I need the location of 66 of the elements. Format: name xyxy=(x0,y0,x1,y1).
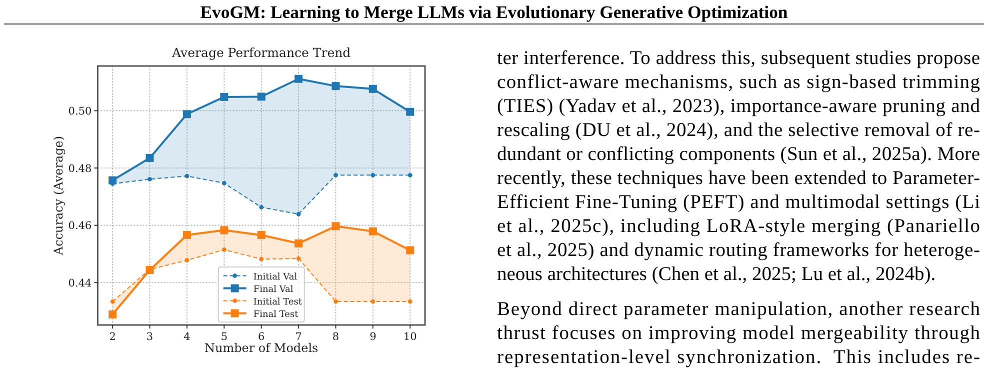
point xyxy=(259,205,264,210)
legend-label: Final Val xyxy=(253,284,294,295)
point xyxy=(294,239,303,248)
text: representation-level synchronization. This includes re- xyxy=(497,347,980,368)
point xyxy=(108,310,117,318)
point xyxy=(220,92,228,101)
x-tick-label: 9 xyxy=(370,331,376,343)
point xyxy=(257,92,266,101)
point xyxy=(296,256,301,261)
x-tick-label: 3 xyxy=(146,331,154,343)
point xyxy=(370,299,376,304)
point xyxy=(334,172,338,178)
y-axis-title: Accuracy (Average) xyxy=(52,136,66,256)
text: recently, these techniques have been extended to Parameter- xyxy=(497,168,980,189)
point xyxy=(220,226,228,234)
point xyxy=(334,299,338,304)
point xyxy=(332,222,340,230)
point xyxy=(294,74,303,83)
point xyxy=(222,247,226,252)
point xyxy=(368,227,377,236)
point xyxy=(408,299,412,304)
point xyxy=(257,231,266,240)
legend-label: Initial Val xyxy=(253,272,298,282)
point xyxy=(296,212,301,216)
x-tick-label: 2 xyxy=(109,331,116,343)
point xyxy=(184,258,190,262)
point xyxy=(370,172,376,178)
text: rescaling (DU et al., 2024), and the selective removal of re- xyxy=(497,120,980,141)
x-tick-label: 10 xyxy=(403,331,417,343)
x-tick-label: 7 xyxy=(295,331,302,343)
text: dundant or conflicting components (Sun et al., 2025a). More xyxy=(497,144,980,165)
y-tick-label: 0.48 xyxy=(68,162,92,175)
chart-title: Average Performance Trend xyxy=(171,45,351,60)
point xyxy=(368,84,377,93)
text: (TIES) (Yadav et al., 2023), importance-aware pruning and xyxy=(497,96,980,117)
text: thrust focuses on improving model mergeability through xyxy=(497,323,980,344)
point xyxy=(182,110,191,118)
y-tick-label: 0.44 xyxy=(68,277,92,290)
legend-label: Initial Test xyxy=(253,297,302,308)
x-tick-label: 4 xyxy=(184,331,191,343)
text: et al., 2025) and dynamic routing frameworks for heteroge- xyxy=(497,240,980,261)
text: conflict-aware mechanisms, such as sign-based trimming xyxy=(497,72,980,93)
text: EvoGM: Learning to Merge LLMs via Evolutionary Generative Optimization xyxy=(200,2,788,22)
point xyxy=(146,154,154,162)
text: Beyond direct parameter manipulation, another research xyxy=(497,299,980,320)
x-tick-label: 5 xyxy=(220,331,228,343)
point xyxy=(406,246,414,254)
point xyxy=(184,174,190,178)
point xyxy=(222,180,226,186)
text: neous architectures (Chen et al., 2025; Lu et al., 2024b). xyxy=(497,264,936,285)
x-axis-title: Number of Models xyxy=(204,341,318,355)
point xyxy=(110,299,115,304)
point xyxy=(182,231,191,240)
point xyxy=(406,108,414,116)
legend-label: Final Test xyxy=(253,310,299,320)
x-tick-label: 6 xyxy=(258,331,266,343)
point xyxy=(148,176,152,182)
point xyxy=(259,256,264,262)
point xyxy=(408,172,412,178)
x-tick-label: 8 xyxy=(332,331,340,343)
point xyxy=(332,82,340,90)
y-tick-label: 0.50 xyxy=(68,105,92,118)
y-tick-label: 0.46 xyxy=(68,220,92,232)
text: Efficient Fine-Tuning (PEFT) and multimodal settings (Li xyxy=(497,192,981,213)
text: ter interference. To address this, subsequent studies propose xyxy=(497,48,980,69)
text: et al., 2025c), including LoRA-style merging (Panariello xyxy=(497,216,980,237)
